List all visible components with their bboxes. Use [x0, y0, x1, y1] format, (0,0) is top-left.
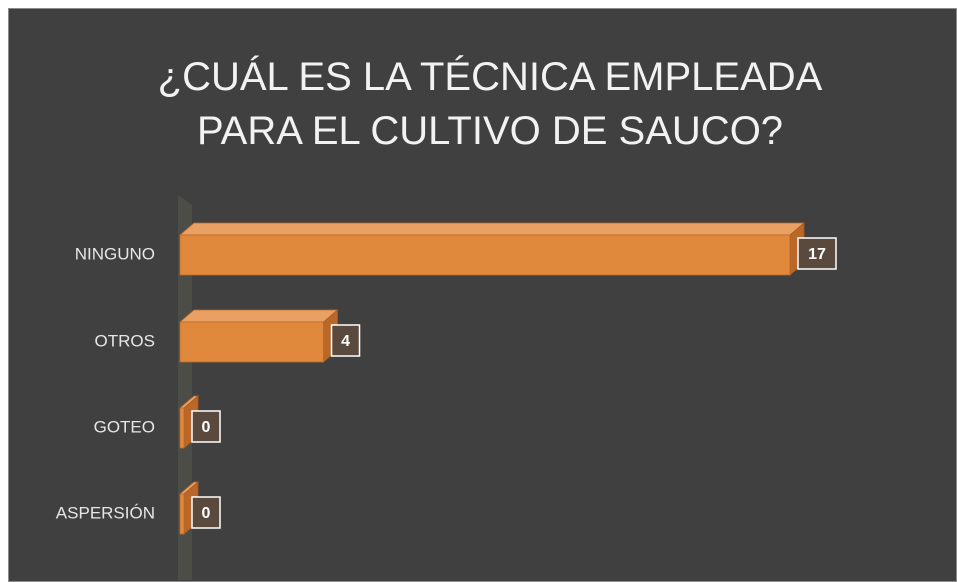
data-label: 17 — [808, 246, 826, 263]
bar-top — [178, 222, 806, 236]
data-label: 0 — [202, 419, 211, 436]
chart-background — [8, 8, 957, 582]
bar — [179, 407, 185, 449]
y-tick-label: NINGUNO — [75, 244, 155, 263]
data-label: 0 — [202, 505, 211, 522]
data-label-box — [191, 410, 221, 443]
bar — [179, 234, 791, 276]
chart-title: ¿CUÁL ES LA TÉCNICA EMPLEADA PARA EL CUL… — [157, 55, 823, 153]
bar-top — [178, 309, 339, 323]
data-label-box — [191, 496, 221, 529]
axis-wall — [178, 195, 192, 580]
data-label-box — [797, 237, 837, 270]
y-tick-label: OTROS — [95, 331, 155, 350]
data-label-box — [330, 324, 361, 357]
bar — [179, 493, 185, 535]
data-label: 4 — [341, 333, 350, 350]
bar — [179, 321, 324, 363]
y-tick-label: ASPERSIÓN — [56, 503, 155, 522]
y-tick-label: GOTEO — [94, 417, 155, 436]
